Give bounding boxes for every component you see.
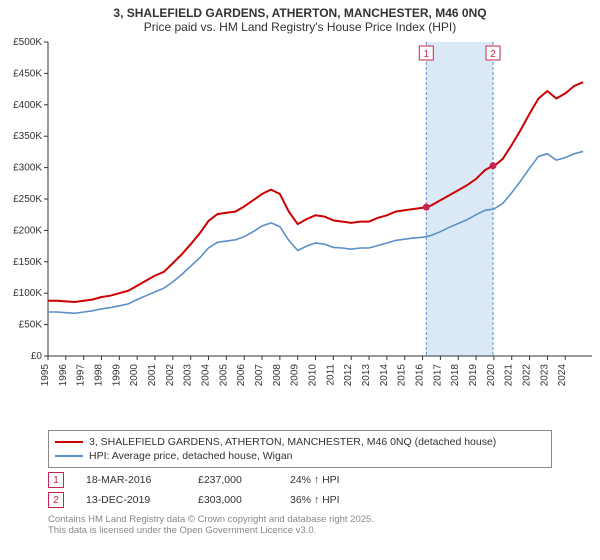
sales-table: 1 18-MAR-2016 £237,000 24% ↑ HPI 2 13-DE… — [48, 470, 552, 510]
svg-text:£400K: £400K — [13, 100, 42, 111]
svg-text:2004: 2004 — [201, 364, 212, 387]
svg-text:2003: 2003 — [183, 364, 194, 387]
svg-text:2011: 2011 — [325, 364, 336, 386]
legend-swatch-property — [55, 441, 83, 443]
svg-text:£50K: £50K — [19, 320, 43, 331]
svg-text:£100K: £100K — [13, 288, 42, 299]
sale-badge-2: 2 — [48, 492, 64, 508]
svg-text:2020: 2020 — [486, 364, 497, 387]
svg-text:£250K: £250K — [13, 194, 42, 205]
sale-date-2: 13-DEC-2019 — [86, 494, 176, 506]
svg-text:2005: 2005 — [218, 364, 229, 387]
svg-text:2008: 2008 — [272, 364, 283, 387]
legend-label-hpi: HPI: Average price, detached house, Wiga… — [89, 450, 293, 462]
legend: 3, SHALEFIELD GARDENS, ATHERTON, MANCHES… — [48, 430, 552, 468]
svg-text:2010: 2010 — [308, 364, 319, 387]
svg-text:2015: 2015 — [397, 364, 408, 387]
svg-text:2000: 2000 — [129, 364, 140, 387]
svg-text:2019: 2019 — [468, 364, 479, 387]
svg-text:2001: 2001 — [147, 364, 158, 387]
svg-text:£150K: £150K — [13, 257, 42, 268]
line-chart: £0 £50K £100K £150K £200K £250K £300K £350K £400… — [0, 36, 600, 426]
series-property — [48, 82, 583, 302]
svg-text:£300K: £300K — [13, 163, 42, 174]
svg-text:£350K: £350K — [13, 131, 42, 142]
series-hpi — [48, 151, 583, 313]
svg-text:1999: 1999 — [111, 364, 122, 387]
svg-text:2016: 2016 — [415, 364, 426, 387]
svg-text:1: 1 — [424, 49, 430, 60]
svg-text:2: 2 — [490, 49, 496, 60]
sale-diff-1: 24% ↑ HPI — [290, 474, 340, 486]
svg-text:£450K: £450K — [13, 68, 42, 79]
sale-row-1: 1 18-MAR-2016 £237,000 24% ↑ HPI — [48, 470, 552, 490]
svg-text:2018: 2018 — [450, 364, 461, 387]
svg-text:2024: 2024 — [557, 364, 568, 387]
svg-text:2023: 2023 — [539, 364, 550, 387]
svg-text:2021: 2021 — [504, 364, 515, 387]
sale-badge-1: 1 — [48, 472, 64, 488]
svg-text:2002: 2002 — [165, 364, 176, 387]
legend-swatch-hpi — [55, 455, 83, 457]
svg-text:2009: 2009 — [290, 364, 301, 387]
svg-text:2014: 2014 — [379, 364, 390, 387]
svg-text:2006: 2006 — [236, 364, 247, 387]
svg-text:2007: 2007 — [254, 364, 265, 387]
legend-row-property: 3, SHALEFIELD GARDENS, ATHERTON, MANCHES… — [55, 435, 545, 449]
footer-line-1: Contains HM Land Registry data © Crown c… — [48, 514, 552, 525]
sale-row-2: 2 13-DEC-2019 £303,000 36% ↑ HPI — [48, 490, 552, 510]
svg-text:£500K: £500K — [13, 37, 42, 48]
footer-line-2: This data is licensed under the Open Gov… — [48, 525, 552, 536]
svg-text:2013: 2013 — [361, 364, 372, 387]
chart-title-block: 3, SHALEFIELD GARDENS, ATHERTON, MANCHES… — [0, 0, 600, 36]
legend-row-hpi: HPI: Average price, detached house, Wiga… — [55, 449, 545, 463]
title-line-2: Price paid vs. HM Land Registry's House … — [8, 20, 592, 34]
footer: Contains HM Land Registry data © Crown c… — [48, 514, 552, 536]
title-line-1: 3, SHALEFIELD GARDENS, ATHERTON, MANCHES… — [8, 6, 592, 20]
svg-text:2022: 2022 — [522, 364, 533, 387]
svg-text:1997: 1997 — [76, 364, 87, 387]
sale-price-2: £303,000 — [198, 494, 268, 506]
svg-text:2012: 2012 — [343, 364, 354, 387]
svg-text:1998: 1998 — [94, 364, 105, 387]
svg-text:£200K: £200K — [13, 225, 42, 236]
sale-price-1: £237,000 — [198, 474, 268, 486]
svg-text:2017: 2017 — [432, 364, 443, 387]
svg-text:1995: 1995 — [40, 364, 51, 387]
legend-label-property: 3, SHALEFIELD GARDENS, ATHERTON, MANCHES… — [89, 436, 496, 448]
svg-text:£0: £0 — [31, 351, 43, 362]
svg-text:1996: 1996 — [58, 364, 69, 387]
sale-date-1: 18-MAR-2016 — [86, 474, 176, 486]
sale-diff-2: 36% ↑ HPI — [290, 494, 340, 506]
chart-container: £0 £50K £100K £150K £200K £250K £300K £350K £400… — [0, 36, 600, 426]
